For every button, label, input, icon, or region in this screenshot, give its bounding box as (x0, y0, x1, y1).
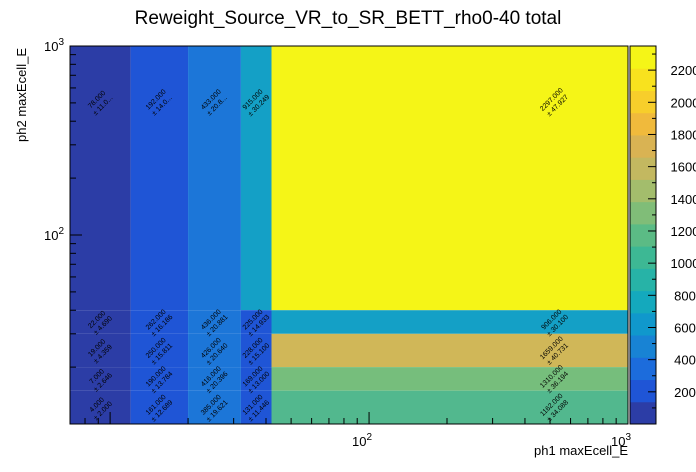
palette-swatch (630, 157, 656, 180)
palette-tick-label: 1800 (671, 127, 696, 142)
color-palette: 200 400 600 800 1000 1200 1400 1600 1800 2000 2200 (629, 45, 696, 425)
palette-swatch (630, 379, 656, 403)
palette-tick-label: 1000 (671, 256, 696, 271)
heatmap-cell (70, 390, 131, 424)
heatmap-cell (130, 310, 189, 334)
heatmap-cell (188, 367, 241, 391)
palette-tick-label: 1200 (671, 224, 696, 239)
palette-tick-label: 800 (674, 288, 696, 303)
heatmap-cell (240, 46, 272, 311)
palette-swatch (630, 290, 656, 314)
palette-swatch (630, 179, 656, 203)
heatmap-cell (130, 390, 189, 424)
palette-swatch (630, 357, 656, 381)
heatmap-cell (70, 310, 131, 334)
heatmap-cell (188, 310, 241, 334)
heatmap-cell (130, 46, 189, 311)
heatmap-cell (271, 46, 628, 311)
y-axis: 102 103 (44, 37, 82, 425)
palette-frame (629, 45, 657, 425)
x-axis-label: ph1 maxEcell_E (534, 443, 628, 458)
heatmap-cell (130, 367, 189, 391)
chart-title: Reweight_Source_VR_to_SR_BETT_rho0-40 to… (135, 8, 562, 29)
heatmap-cell (188, 390, 241, 424)
palette-tick-label: 400 (674, 353, 696, 368)
palette-tick-label: 2000 (671, 95, 696, 110)
x-axis: 102 103 (69, 412, 631, 449)
heatmap-cell (271, 333, 628, 368)
heatmap-cell (130, 333, 189, 368)
heatmap-cells (70, 46, 628, 424)
palette-tick-label: 2200 (671, 63, 696, 78)
palette-swatch (630, 312, 656, 336)
palette-swatch (630, 90, 656, 114)
y-axis-label: ph2 maxEcell_E (14, 48, 29, 142)
palette-tick-label: 200 (674, 385, 696, 400)
palette-swatch (630, 246, 656, 269)
palette-swatch (630, 46, 656, 69)
palette-swatch (630, 68, 656, 91)
palette-tick-label: 1600 (671, 160, 696, 175)
heatmap-cell (70, 367, 131, 391)
x-tick-label: 102 (352, 432, 372, 449)
heatmap-cell (271, 390, 628, 424)
palette-swatch (630, 223, 656, 247)
y-tick-label: 103 (44, 37, 64, 54)
y-tick-label: 102 (44, 226, 64, 243)
palette-tick-label: 1400 (671, 192, 696, 207)
palette-swatch (630, 335, 656, 358)
heatmap-cell (271, 310, 628, 334)
heatmap-cell (70, 333, 131, 368)
heatmap-cell (240, 310, 272, 334)
heatmap-cell (240, 333, 272, 368)
palette-swatch (630, 201, 656, 225)
palette-swatch (630, 112, 656, 136)
palette-tick-label: 600 (674, 320, 696, 335)
heatmap-cell (188, 46, 241, 311)
heatmap-cell (240, 367, 272, 391)
palette-swatch (630, 401, 656, 425)
heatmap-cell (70, 46, 131, 311)
heatmap-cell (271, 367, 628, 391)
x-tick-label: 103 (611, 432, 631, 449)
palette-swatch (630, 268, 656, 292)
heatmap-cell (188, 333, 241, 368)
palette-swatch (630, 134, 656, 158)
